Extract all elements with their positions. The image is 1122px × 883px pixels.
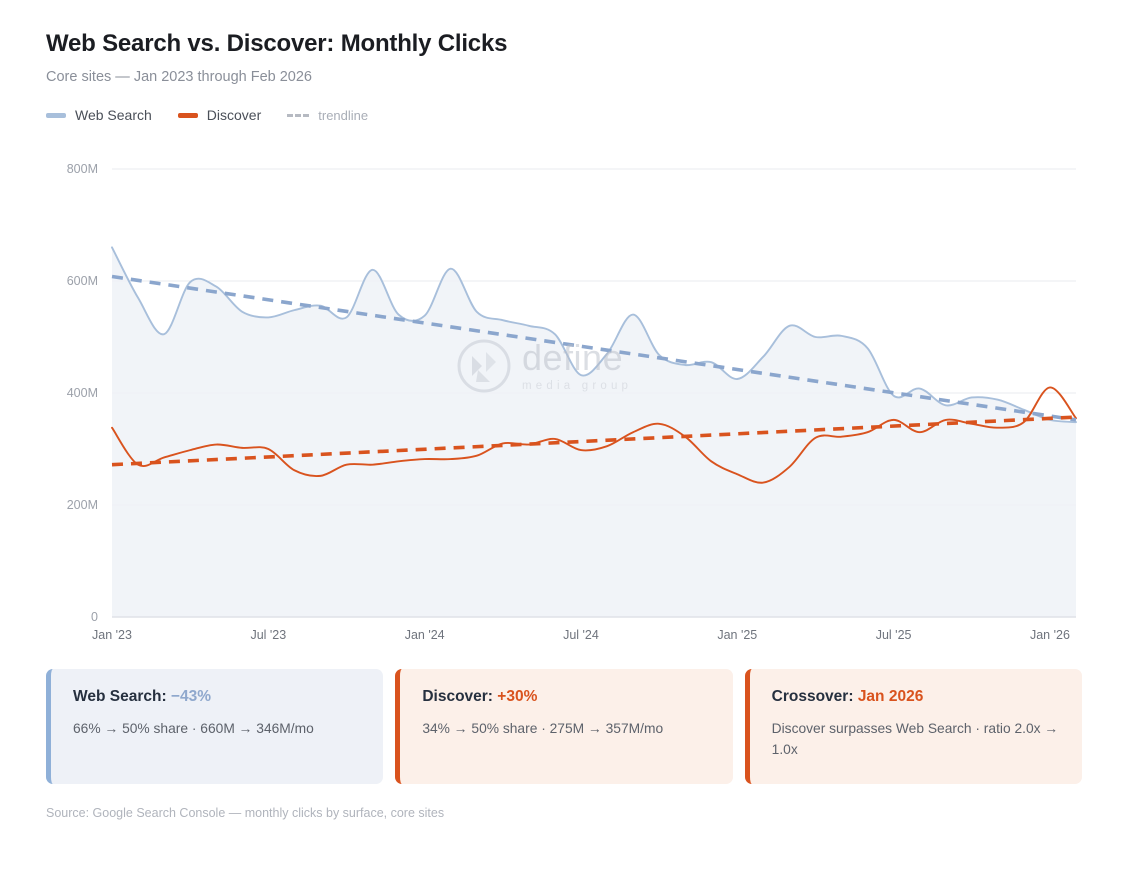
summary-card-title-web-search: Web Search: −43% [73,688,361,706]
y-axis-tick-label: 400M [67,386,98,400]
x-axis-tick-label: Jul '25 [876,628,912,642]
clicks-line-chart: 0 200M 400M 600M 800M Jan '23 Jul '23 Jan '24 Ju… [67,162,1077,642]
summary-card-body-crossover: Discover surpasses Web Search · ratio 2.… [771,721,1059,758]
summary-card-title-discover: Discover: +30% [422,688,710,706]
summary-card-discover[interactable]: Discover: +30% 34% → 50% share · 275M → … [395,669,733,784]
summary-card-value-discover: +30% [497,688,538,705]
summary-card-value-web-search: −43% [170,688,211,705]
series-line-discover[interactable] [111,386,1077,484]
trendline-web-search [111,274,1077,422]
x-axis-tick-label: Jan '24 [405,628,445,642]
page-title: Web Search vs. Discover: Monthly Clicks [46,30,508,57]
summary-card-crossover[interactable]: Crossover: Jan 2026 Discover surpasses W… [744,669,1082,784]
legend-swatch-icon-web-search [46,112,66,118]
summary-card-label-web-search: Web Search: [73,688,167,705]
y-axis-tick-label: 600M [67,274,98,288]
x-axis-tick-label: Jul '24 [563,628,599,642]
series-line-web-search[interactable] [111,246,1077,424]
legend-label-web-search: Web Search [75,107,152,123]
x-axis-tick-label: Jan '25 [717,628,757,642]
legend-swatch-icon-discover [177,112,198,118]
chart-area: 0 200M 400M 600M 800M Jan '23 Jul '23 Jan '24 Ju… [46,153,1082,643]
summary-card-label-discover: Discover: [422,688,493,705]
legend-label-trendline: trendline [318,107,369,123]
trendline-discover [111,415,1077,467]
series-area-web-search [112,247,1076,617]
legend-item-discover[interactable]: Discover [177,107,262,123]
source-note: Source: Google Search Console — monthly … [46,806,445,820]
summary-card-label-crossover: Crossover: [771,688,854,705]
summary-card-web-search[interactable]: Web Search: −43% 66% → 50% share · 660M … [46,669,384,784]
x-axis-tick-label: Jul '23 [250,628,286,642]
page-subtitle: Core sites — Jan 2023 through Feb 2026 [46,69,312,85]
legend-item-web-search[interactable]: Web Search [46,107,152,123]
summary-card-body-discover: 34% → 50% share · 275M → 357M/mo [422,721,664,736]
legend-label-discover: Discover [206,107,262,123]
y-axis-tick-label: 0 [91,610,98,624]
summary-cards: Web Search: −43% 66% → 50% share · 660M … [46,669,1082,784]
chart-legend: Web Search Discover trendline [46,107,1082,123]
x-axis-tick-label: Jan '26 [1030,628,1070,642]
summary-card-body-web-search: 66% → 50% share · 660M → 346M/mo [73,721,314,736]
x-axis-tick-label: Jan '23 [92,628,132,642]
summary-card-value-crossover: Jan 2026 [857,688,924,705]
legend-dash-icon-trendline [287,113,310,117]
y-axis-tick-label: 800M [67,162,98,176]
summary-card-title-crossover: Crossover: Jan 2026 [772,688,1060,706]
legend-item-trendline[interactable]: trendline [287,108,368,123]
y-axis-tick-label: 200M [67,498,98,512]
